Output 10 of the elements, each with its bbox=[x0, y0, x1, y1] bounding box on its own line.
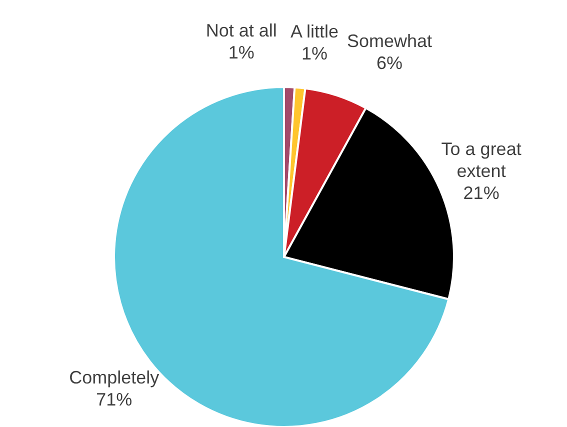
data-label: 1% bbox=[228, 42, 254, 63]
slice-label: A little bbox=[290, 21, 339, 42]
slice-label: To a great extent bbox=[441, 139, 522, 182]
slice-label: Somewhat bbox=[347, 31, 432, 52]
data-label: 1% bbox=[302, 43, 328, 64]
data-label: 6% bbox=[376, 53, 403, 74]
data-label: 21% bbox=[463, 183, 500, 204]
data-label: 71% bbox=[96, 389, 132, 410]
slice-label: Not at all bbox=[206, 20, 277, 41]
slice-label: Completely bbox=[69, 367, 160, 388]
